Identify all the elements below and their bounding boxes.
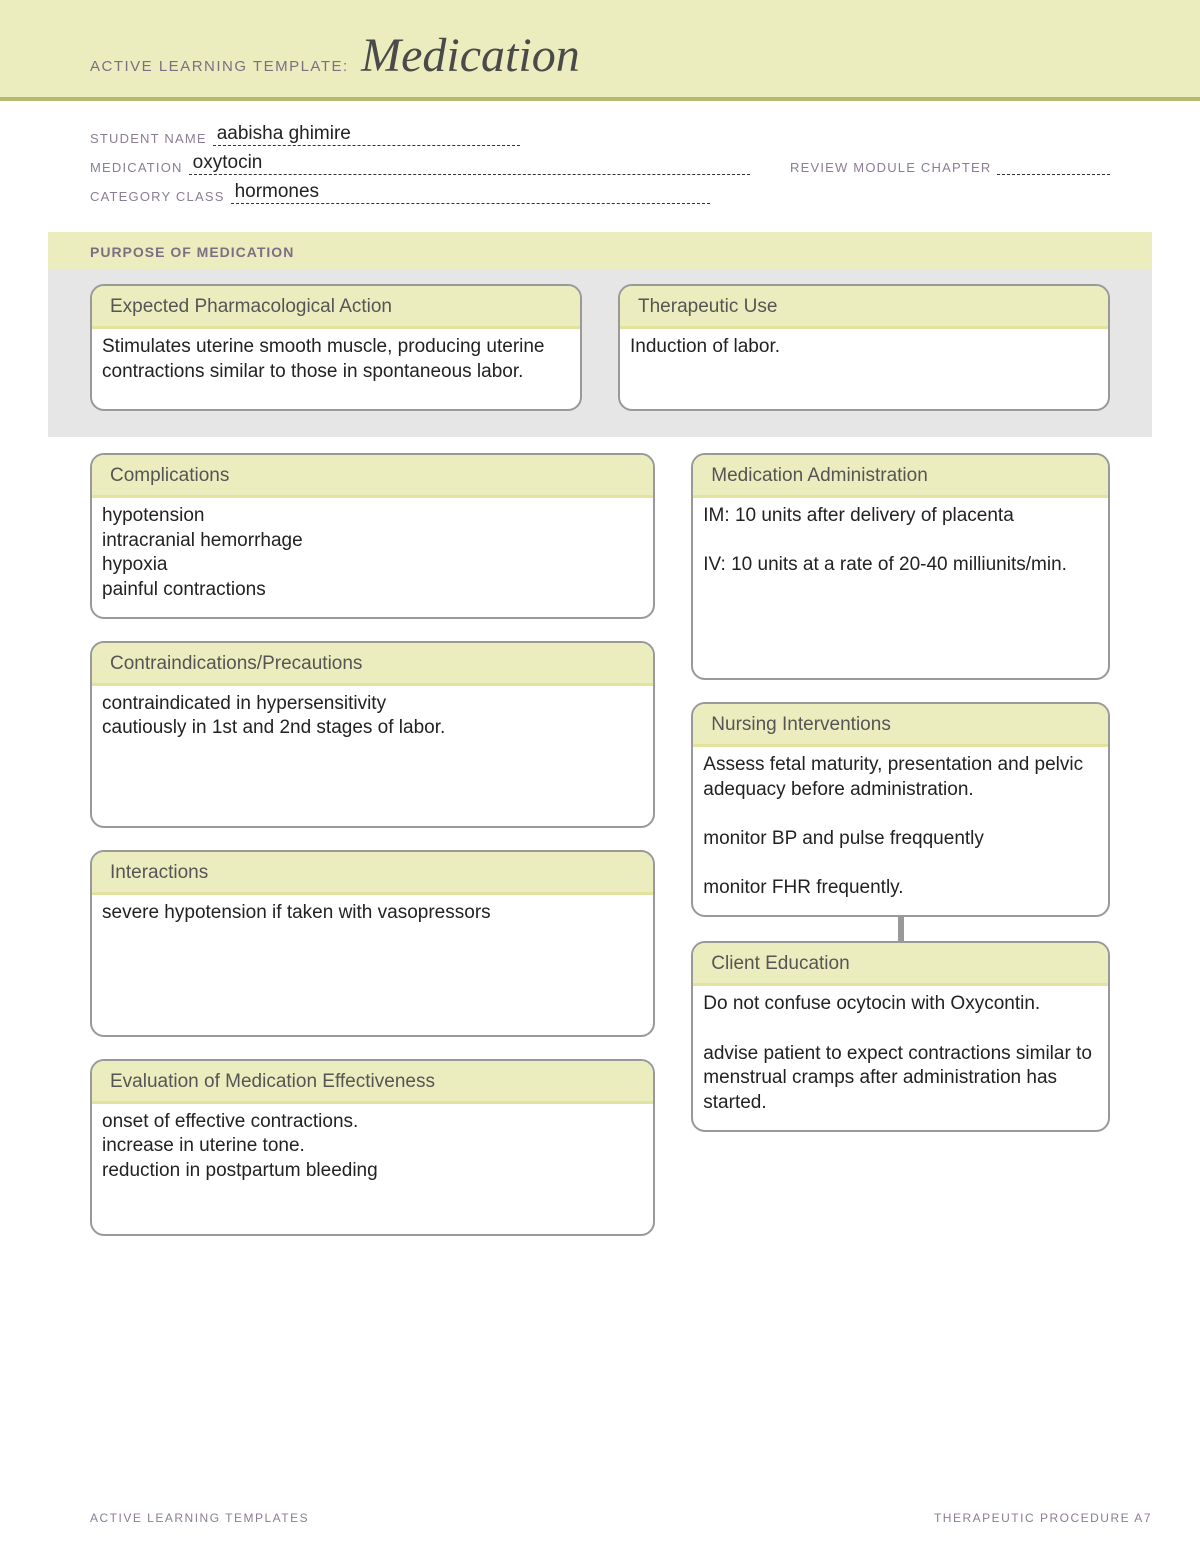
nursing-card: Nursing Interventions Assess fetal matur… (691, 702, 1110, 917)
expected-action-title: Expected Pharmacological Action (92, 286, 580, 329)
contraindications-title: Contraindications/Precautions (92, 643, 653, 686)
student-name-value: aabisha ghimire (217, 123, 351, 145)
template-label: ACTIVE LEARNING TEMPLATE: (90, 58, 349, 75)
medication-value: oxytocin (193, 152, 263, 174)
category-value: hormones (235, 181, 320, 203)
info-block: STUDENT NAME aabisha ghimire MEDICATION … (0, 101, 1200, 222)
footer-right: THERAPEUTIC PROCEDURE A7 (934, 1511, 1152, 1525)
education-title: Client Education (693, 943, 1108, 986)
review-chapter-row: REVIEW MODULE CHAPTER (790, 154, 1110, 175)
evaluation-title: Evaluation of Medication Effectiveness (92, 1061, 653, 1104)
medication-label: MEDICATION (90, 160, 183, 175)
main-grid: Complications hypotension intracranial h… (0, 437, 1200, 1236)
interactions-body: severe hypotension if taken with vasopre… (92, 895, 653, 1035)
purpose-section: PURPOSE OF MEDICATION Expected Pharmacol… (48, 232, 1152, 437)
header-band: ACTIVE LEARNING TEMPLATE: Medication (0, 0, 1200, 101)
education-card: Client Education Do not confuse ocytocin… (691, 941, 1110, 1131)
right-column: Medication Administration IM: 10 units a… (691, 453, 1110, 1132)
connector-line (898, 917, 904, 941)
category-line: hormones (231, 183, 710, 204)
category-row: CATEGORY CLASS hormones (90, 183, 710, 204)
complications-title: Complications (92, 455, 653, 498)
purpose-section-title: PURPOSE OF MEDICATION (48, 232, 1152, 270)
nursing-body: Assess fetal maturity, presentation and … (693, 747, 1108, 915)
contraindications-body: contraindicated in hypersensitivity caut… (92, 686, 653, 826)
purpose-boxes: Expected Pharmacological Action Stimulat… (48, 270, 1152, 411)
nursing-title: Nursing Interventions (693, 704, 1108, 747)
medication-line: oxytocin (189, 154, 750, 175)
administration-body: IM: 10 units after delivery of placenta … (693, 498, 1108, 678)
medication-row: MEDICATION oxytocin REVIEW MODULE CHAPTE… (90, 154, 1110, 175)
administration-card: Medication Administration IM: 10 units a… (691, 453, 1110, 680)
complications-body: hypotension intracranial hemorrhage hypo… (92, 498, 653, 617)
therapeutic-use-card: Therapeutic Use Induction of labor. (618, 284, 1110, 411)
therapeutic-use-body: Induction of labor. (620, 329, 1108, 409)
left-column: Complications hypotension intracranial h… (90, 453, 655, 1236)
interactions-title: Interactions (92, 852, 653, 895)
template-title: Medication (361, 28, 580, 83)
expected-action-card: Expected Pharmacological Action Stimulat… (90, 284, 582, 411)
therapeutic-use-title: Therapeutic Use (620, 286, 1108, 329)
interactions-card: Interactions severe hypotension if taken… (90, 850, 655, 1037)
review-chapter-line (997, 154, 1110, 175)
footer-left: ACTIVE LEARNING TEMPLATES (90, 1511, 309, 1525)
student-name-row: STUDENT NAME aabisha ghimire (90, 125, 520, 146)
review-chapter-label: REVIEW MODULE CHAPTER (790, 160, 991, 175)
student-name-label: STUDENT NAME (90, 131, 207, 146)
administration-title: Medication Administration (693, 455, 1108, 498)
education-body: Do not confuse ocytocin with Oxycontin. … (693, 986, 1108, 1129)
contraindications-card: Contraindications/Precautions contraindi… (90, 641, 655, 828)
complications-card: Complications hypotension intracranial h… (90, 453, 655, 619)
evaluation-body: onset of effective contractions. increas… (92, 1104, 653, 1234)
student-name-line: aabisha ghimire (213, 125, 520, 146)
footer: ACTIVE LEARNING TEMPLATES THERAPEUTIC PR… (90, 1511, 1152, 1525)
page: ACTIVE LEARNING TEMPLATE: Medication STU… (0, 0, 1200, 1553)
category-label: CATEGORY CLASS (90, 189, 225, 204)
evaluation-card: Evaluation of Medication Effectiveness o… (90, 1059, 655, 1236)
expected-action-body: Stimulates uterine smooth muscle, produc… (92, 329, 580, 409)
